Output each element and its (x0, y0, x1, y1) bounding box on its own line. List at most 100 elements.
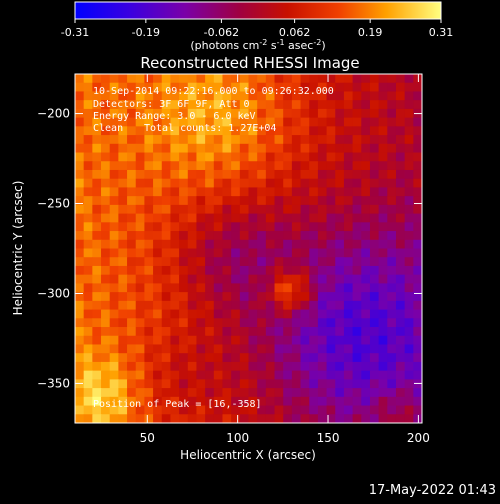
heatmap-cell (187, 169, 198, 180)
heatmap-cell (326, 231, 336, 241)
heatmap-cell (378, 388, 388, 398)
heatmap-cell (309, 335, 319, 346)
heatmap-cell (109, 178, 119, 189)
heatmap-cell (144, 265, 154, 276)
heatmap-cell (283, 135, 293, 145)
heatmap-cell (231, 396, 241, 407)
heatmap-cell (75, 335, 85, 346)
heatmap-cell (179, 248, 189, 258)
heatmap-cell (205, 283, 215, 293)
heatmap-cell (92, 318, 102, 328)
heatmap-cell (326, 265, 336, 276)
heatmap-cell (378, 117, 388, 127)
heatmap-cell (205, 405, 215, 415)
heatmap-cell (395, 169, 406, 180)
x-tick-label: 200 (407, 431, 430, 445)
heatmap-cell (144, 292, 154, 302)
heatmap-cell (196, 161, 206, 171)
heatmap-cell (352, 353, 362, 363)
heatmap-cell (361, 82, 371, 93)
heatmap-cell (395, 239, 406, 250)
heatmap-cell (309, 231, 319, 241)
heatmap-cell (317, 292, 328, 302)
heatmap-cell (300, 292, 310, 302)
heatmap-cell (231, 318, 241, 328)
heatmap-cell (161, 161, 172, 171)
heatmap-cell (222, 283, 232, 293)
heatmap-cell (361, 117, 371, 127)
heatmap-cell (213, 196, 224, 206)
heatmap-cell (291, 327, 302, 337)
heatmap-cell (343, 152, 354, 162)
heatmap-cell (369, 248, 380, 258)
heatmap-cell (343, 135, 354, 145)
heatmap-cell (257, 370, 267, 380)
heatmap-cell (135, 187, 145, 197)
heatmap-cell (127, 292, 137, 302)
heatmap-cell (231, 178, 241, 189)
heatmap-cell (378, 108, 388, 119)
heatmap-cell (75, 152, 85, 162)
heatmap-cell (413, 231, 422, 241)
heatmap-cell (231, 292, 241, 302)
heatmap-cell (187, 361, 198, 372)
heatmap-cell (265, 248, 276, 258)
heatmap-cell (291, 274, 302, 284)
heatmap-cell (309, 82, 319, 93)
heatmap-cell (352, 370, 362, 380)
heatmap-cell (127, 344, 137, 354)
heatmap-cell (335, 309, 345, 319)
heatmap-cell (378, 135, 388, 145)
heatmap-cell (92, 335, 102, 346)
heatmap-cell (369, 161, 380, 171)
heatmap-cell (222, 152, 232, 162)
heatmap-cell (179, 370, 189, 380)
heatmap-cell (274, 108, 284, 119)
heatmap-cell (317, 274, 328, 284)
heatmap-cell (187, 309, 198, 319)
heatmap-cell (283, 248, 293, 258)
heatmap-cell (283, 414, 293, 423)
heatmap-cell (361, 169, 371, 180)
heatmap-cell (248, 204, 258, 215)
heatmap-cell (109, 300, 119, 311)
heatmap-cell (75, 327, 85, 337)
heatmap-cell (213, 143, 224, 154)
heatmap-cell (248, 82, 258, 93)
heatmap-cell (413, 265, 422, 276)
heatmap-cell (257, 283, 267, 293)
heatmap-cell (170, 126, 180, 136)
heatmap-cell (395, 309, 406, 319)
heatmap-cell (196, 274, 206, 284)
heatmap-cell (283, 74, 293, 84)
heatmap-cell (274, 396, 284, 407)
heatmap-cell (231, 370, 241, 380)
heatmap-cell (387, 100, 397, 110)
heatmap-cell (118, 327, 128, 337)
heatmap-cell (75, 187, 85, 197)
heatmap-cell (352, 283, 362, 293)
heatmap-cell (317, 405, 328, 415)
heatmap-cell (231, 248, 241, 258)
heatmap-cell (239, 405, 250, 415)
heatmap-cell (187, 405, 198, 415)
heatmap-cell (395, 82, 406, 93)
heatmap-cell (395, 405, 406, 415)
heatmap-cell (118, 239, 128, 250)
heatmap-cell (83, 213, 93, 223)
heatmap-cell (343, 361, 354, 372)
heatmap-cell (387, 361, 397, 372)
heatmap-cell (343, 82, 354, 93)
heatmap-cell (239, 265, 250, 276)
heatmap-cell (326, 361, 336, 372)
heatmap-cell (248, 152, 258, 162)
plot-frame (74, 73, 423, 424)
heatmap-cell (92, 231, 102, 241)
heatmap-cell (326, 300, 336, 311)
heatmap-cell (343, 405, 354, 415)
heatmap-cell (83, 152, 93, 162)
heatmap-cell (196, 344, 206, 354)
heatmap-cell (118, 335, 128, 346)
heatmap-cell (179, 108, 189, 119)
heatmap-cell (92, 126, 102, 136)
